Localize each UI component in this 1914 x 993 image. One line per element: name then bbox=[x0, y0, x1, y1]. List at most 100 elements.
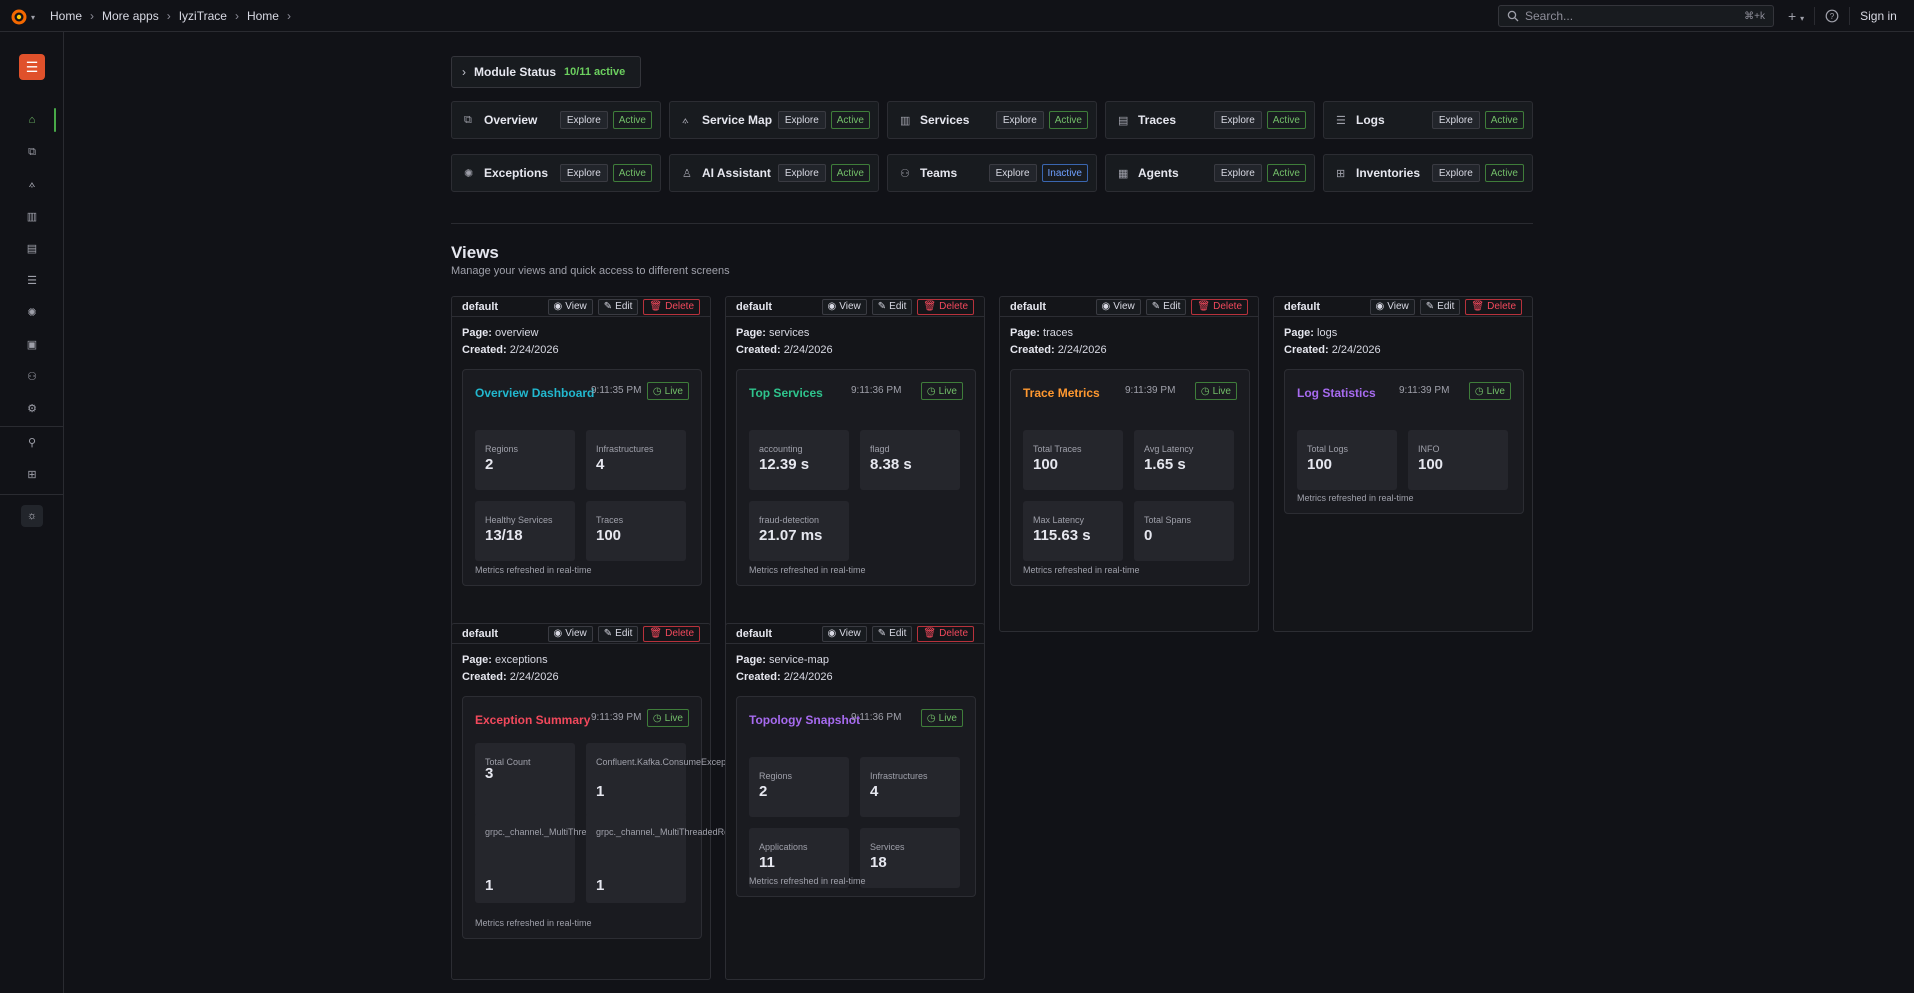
stat-label: Services bbox=[870, 842, 905, 852]
view-button[interactable]: ◉ View bbox=[821, 625, 867, 642]
help-icon[interactable]: ? bbox=[1825, 9, 1839, 23]
preview-timestamp: 9:11:36 PM bbox=[851, 712, 902, 723]
new-plus-icon[interactable]: + ▾ bbox=[1788, 8, 1805, 24]
status-badge: Inactive bbox=[1041, 164, 1088, 182]
sidebar-plugin-icon[interactable]: ⚲ bbox=[27, 436, 37, 449]
module-tile-services[interactable]: ▥ Services Explore Active bbox=[887, 101, 1097, 139]
section-divider bbox=[451, 223, 1533, 224]
chevron-right-icon: › bbox=[90, 9, 95, 23]
view-button[interactable]: ◉ View bbox=[821, 298, 867, 315]
sidebar-exceptions-icon[interactable]: ✺ bbox=[27, 306, 37, 319]
view-preview-panel[interactable]: Trace Metrics 9:11:39 PM ◷ Live Total Tra… bbox=[1010, 369, 1250, 586]
module-status-toggle[interactable]: › Module Status 10/11 active bbox=[451, 56, 641, 88]
explore-button[interactable]: Explore bbox=[559, 111, 608, 129]
view-preview-panel[interactable]: Top Services 9:11:36 PM ◷ Live accounting… bbox=[736, 369, 976, 586]
sidebar-traces-icon[interactable]: ▤ bbox=[26, 242, 38, 255]
stat-tile: Max Latency 115.63 s bbox=[1023, 501, 1123, 561]
view-card-traces: default ◉ View ✎ Edit 🗑 Delete Page: traces… bbox=[999, 296, 1259, 632]
sidebar-overview-icon[interactable]: ⧉ bbox=[28, 145, 36, 158]
edit-button[interactable]: ✎ Edit bbox=[871, 625, 913, 642]
sidebar-inventory-icon[interactable]: ▣ bbox=[26, 338, 38, 351]
view-page: Page: overview bbox=[462, 327, 538, 339]
module-tile-agents[interactable]: ▦ Agents Explore Active bbox=[1105, 154, 1315, 192]
view-name: default bbox=[462, 300, 499, 313]
breadcrumb-current[interactable]: Home bbox=[246, 9, 279, 23]
view-button[interactable]: ◉ View bbox=[1369, 298, 1415, 315]
stat-tile: Regions 2 bbox=[475, 430, 575, 490]
inventories-icon: ⊞ bbox=[1336, 167, 1346, 180]
module-tile-logs[interactable]: ☰ Logs Explore Active bbox=[1323, 101, 1533, 139]
delete-button[interactable]: 🗑 Delete bbox=[917, 298, 974, 315]
view-button[interactable]: ◉ View bbox=[547, 298, 593, 315]
module-name: AI Assistant bbox=[702, 166, 771, 180]
sidebar-teams-icon[interactable]: ⚇ bbox=[27, 370, 37, 383]
topbar-actions: + ▾ ? Sign in bbox=[1788, 7, 1897, 25]
view-created: Created: 2/24/2026 bbox=[736, 344, 833, 356]
module-tile-overview[interactable]: ⧉ Overview Explore Active bbox=[451, 101, 661, 139]
delete-button[interactable]: 🗑 Delete bbox=[643, 298, 700, 315]
stat-label: Traces bbox=[596, 515, 624, 525]
edit-button[interactable]: ✎ Edit bbox=[597, 625, 639, 642]
svg-text:?: ? bbox=[1830, 12, 1835, 21]
view-preview-panel[interactable]: Overview Dashboard 9:11:35 PM ◷ Live Regi… bbox=[462, 369, 702, 586]
sidebar-org-icon[interactable]: ⊞ bbox=[27, 468, 37, 481]
pencil-icon: ✎ bbox=[603, 301, 613, 312]
delete-button[interactable]: 🗑 Delete bbox=[643, 625, 700, 642]
stat-tile: Infrastructures 4 bbox=[860, 757, 960, 817]
view-created: Created: 2/24/2026 bbox=[462, 671, 559, 683]
breadcrumb-app[interactable]: IyziTrace bbox=[178, 9, 227, 23]
menu-toggle-button[interactable]: ☰ bbox=[19, 54, 45, 80]
module-tile-service-map[interactable]: ⟑ Service Map Explore Active bbox=[669, 101, 879, 139]
stat-tile: Total Traces 100 bbox=[1023, 430, 1123, 490]
theme-toggle-button[interactable]: ☼ bbox=[21, 505, 43, 527]
breadcrumb-more-apps[interactable]: More apps bbox=[102, 9, 159, 23]
created-label: Created: bbox=[462, 671, 507, 683]
delete-button[interactable]: 🗑 Delete bbox=[917, 625, 974, 642]
stat-label: grpc._channel._MultiThreadedRendezvous bbox=[485, 827, 657, 837]
view-preview-panel[interactable]: Topology Snapshot 9:11:36 PM ◷ Live Regio… bbox=[736, 696, 976, 897]
module-tile-traces[interactable]: ▤ Traces Explore Active bbox=[1105, 101, 1315, 139]
view-preview-panel[interactable]: Exception Summary 9:11:39 PM ◷ Live Total… bbox=[462, 696, 768, 939]
module-tile-teams[interactable]: ⚇ Teams Explore Inactive bbox=[887, 154, 1097, 192]
status-badge: Active bbox=[612, 111, 652, 129]
explore-button[interactable]: Explore bbox=[1431, 111, 1480, 129]
breadcrumb-home[interactable]: Home bbox=[50, 9, 83, 23]
module-tile-ai-assistant[interactable]: ♙ AI Assistant Explore Active bbox=[669, 154, 879, 192]
explore-button[interactable]: Explore bbox=[995, 111, 1044, 129]
delete-button[interactable]: 🗑 Delete bbox=[1191, 298, 1248, 315]
explore-button[interactable]: Explore bbox=[559, 164, 608, 182]
explore-button[interactable]: Explore bbox=[777, 111, 826, 129]
sign-in-button[interactable]: Sign in bbox=[1860, 9, 1897, 23]
view-preview-panel[interactable]: Log Statistics 9:11:39 PM ◷ Live Total Lo… bbox=[1284, 369, 1524, 514]
view-card-exceptions: default ◉ View ✎ Edit 🗑 Delete Page: except… bbox=[451, 623, 768, 980]
explore-button[interactable]: Explore bbox=[1213, 164, 1262, 182]
trash-icon: 🗑 bbox=[649, 301, 663, 312]
stat-tile: Traces 100 bbox=[586, 501, 686, 561]
edit-button[interactable]: ✎ Edit bbox=[871, 298, 913, 315]
edit-button[interactable]: ✎ Edit bbox=[597, 298, 639, 315]
explore-button[interactable]: Explore bbox=[1431, 164, 1480, 182]
delete-button[interactable]: 🗑 Delete bbox=[1465, 298, 1522, 315]
edit-button[interactable]: ✎ Edit bbox=[1419, 298, 1461, 315]
explore-button[interactable]: Explore bbox=[988, 164, 1037, 182]
sidebar-home-icon[interactable]: ⌂ bbox=[28, 114, 36, 126]
stat-value: 115.63 s bbox=[1033, 527, 1091, 544]
stat-value: 3 bbox=[485, 765, 494, 782]
sidebar-service-map-icon[interactable]: ⟑ bbox=[28, 177, 36, 190]
sidebar-logs-icon[interactable]: ☰ bbox=[27, 274, 37, 287]
explore-button[interactable]: Explore bbox=[777, 164, 826, 182]
sidebar-settings-icon[interactable]: ⚙ bbox=[27, 402, 37, 415]
module-tile-exceptions[interactable]: ✺ Exceptions Explore Active bbox=[451, 154, 661, 192]
preview-timestamp: 9:11:35 PM bbox=[591, 385, 642, 396]
module-tile-inventories[interactable]: ⊞ Inventories Explore Active bbox=[1323, 154, 1533, 192]
edit-button[interactable]: ✎ Edit bbox=[1145, 298, 1187, 315]
sidebar-services-icon[interactable]: ▥ bbox=[26, 210, 38, 223]
grafana-logo-button[interactable]: ▾ bbox=[10, 8, 35, 26]
search-input[interactable]: Search... ⌘+k bbox=[1498, 5, 1774, 27]
stat-value: 100 bbox=[1307, 456, 1333, 473]
view-button[interactable]: ◉ View bbox=[1095, 298, 1141, 315]
module-name: Agents bbox=[1138, 166, 1179, 180]
preview-timestamp: 9:11:39 PM bbox=[591, 712, 642, 723]
view-button[interactable]: ◉ View bbox=[547, 625, 593, 642]
explore-button[interactable]: Explore bbox=[1213, 111, 1262, 129]
